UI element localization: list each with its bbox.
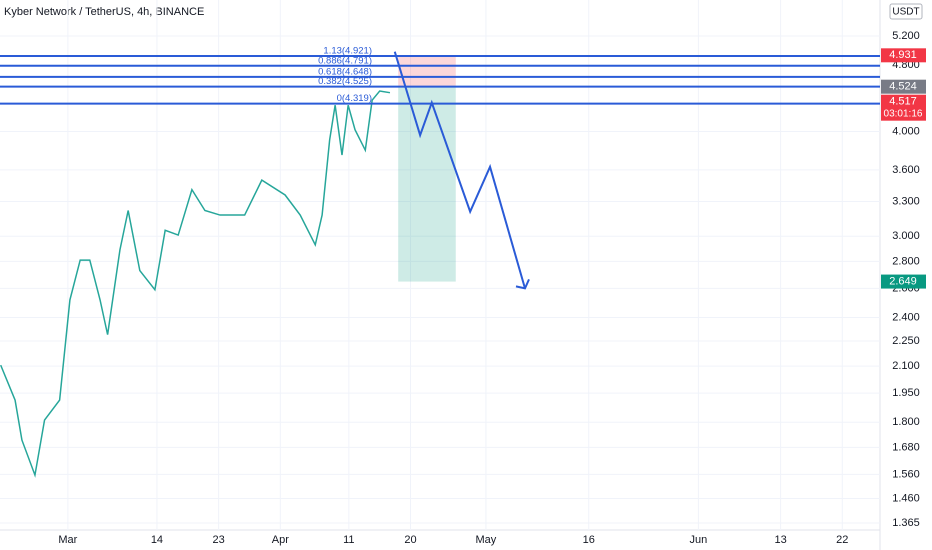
- stop-zone: [398, 55, 456, 87]
- price-tag: [881, 274, 926, 289]
- price-tag-label: 4.524: [889, 81, 917, 93]
- x-tick-label: 20: [404, 534, 416, 546]
- x-tick-label: 13: [774, 534, 786, 546]
- x-tick-label: 22: [836, 534, 848, 546]
- x-tick-label: 23: [213, 534, 225, 546]
- fib-label: 1.13(4.921): [323, 46, 372, 57]
- countdown: 03:01:16: [884, 108, 923, 119]
- x-tick-label: Apr: [272, 534, 289, 546]
- fib-label: 0.618(4.648): [318, 66, 372, 77]
- price-tag: [881, 48, 926, 63]
- y-tick-label: 1.680: [892, 441, 920, 453]
- y-tick-label: 2.800: [892, 255, 920, 267]
- currency-box[interactable]: [889, 3, 923, 20]
- y-tick-label: 1.460: [892, 492, 920, 504]
- currency[interactable]: USDT: [892, 7, 919, 18]
- fib-label: 0(4.319): [337, 93, 372, 104]
- y-tick-label: 5.200: [892, 30, 920, 42]
- price-tag-label: 4.517: [889, 96, 917, 108]
- fib-label: 0.886(4.791): [318, 55, 372, 66]
- price-tag-label: 4.931: [889, 49, 917, 61]
- price-tag-label: 2.649: [889, 275, 917, 287]
- price-line: [0, 90, 391, 478]
- y-tick-label: 3.600: [892, 164, 920, 176]
- projection: [393, 51, 526, 289]
- y-tick-label: 3.300: [892, 195, 920, 207]
- y-tick-label: 2.400: [892, 311, 920, 323]
- x-tick-label: 14: [151, 534, 163, 546]
- arrow-head: [515, 278, 530, 290]
- x-tick-label: May: [476, 534, 497, 546]
- y-tick-label: 1.365: [892, 517, 920, 529]
- y-tick-label: 1.560: [892, 468, 920, 480]
- y-tick-label: 4.000: [892, 125, 920, 137]
- chart-title: Kyber Network / TetherUS, 4h, BINANCE: [4, 6, 204, 18]
- x-tick-label: 11: [343, 534, 354, 546]
- x-tick-label: 16: [583, 534, 595, 546]
- x-tick-label: Mar: [58, 534, 77, 546]
- y-tick-label: 3.000: [892, 230, 920, 242]
- price-tag: [881, 79, 926, 94]
- x-tick-label: Jun: [690, 534, 708, 546]
- y-tick-label: 1.950: [892, 387, 920, 399]
- y-tick-label: 2.100: [892, 360, 920, 372]
- y-tick-label: 2.250: [892, 335, 920, 347]
- target-zone: [398, 86, 456, 282]
- y-tick-label: 1.800: [892, 416, 920, 428]
- fib-label: 0.382(4.525): [318, 76, 372, 87]
- price-tag: [881, 94, 926, 121]
